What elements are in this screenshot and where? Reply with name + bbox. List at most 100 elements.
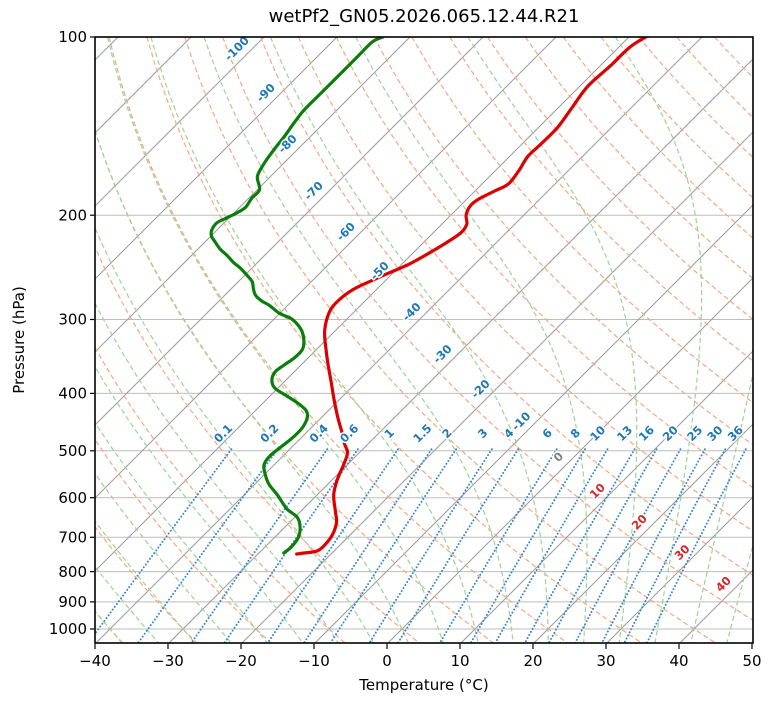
y-tick-label: 100 — [58, 28, 87, 46]
isotherm-line — [95, 37, 265, 207]
y-tick-label: 600 — [58, 489, 87, 507]
mixing-ratio-label: 30 — [704, 423, 725, 444]
isotherm-line — [168, 58, 753, 643]
dry-adiabat-line — [184, 37, 717, 643]
mixing-ratio-line — [302, 448, 433, 643]
mixing-ratio-line — [438, 448, 558, 643]
mixing-ratio-line — [547, 448, 658, 643]
mixing-ratio-label: 0.4 — [307, 421, 331, 445]
moist-adiabat-line — [150, 37, 479, 643]
mixing-ratio-lines — [95, 448, 747, 643]
dry-adiabats — [95, 37, 753, 643]
mixing-ratio-label: 0.2 — [257, 421, 281, 445]
x-tick-label: 10 — [450, 652, 469, 670]
isotherm-label: -20 — [468, 377, 493, 402]
isotherm-line — [314, 204, 753, 643]
dry-adiabat-line — [411, 37, 753, 404]
dry-adiabat-line — [373, 37, 753, 446]
x-tick-label: −30 — [152, 652, 184, 670]
isotherm-label: 10 — [587, 480, 608, 501]
pressure-gridlines — [95, 37, 753, 630]
x-tick-label: −20 — [225, 652, 257, 670]
mixing-ratio-line — [95, 448, 233, 636]
mixing-ratio-label: 13 — [614, 423, 635, 444]
temperature-curve — [295, 37, 648, 556]
mixing-ratio-line — [223, 448, 359, 643]
dry-adiabat-line — [487, 37, 753, 321]
dry-adiabat-line — [146, 37, 643, 643]
isotherm-label: -80 — [275, 132, 300, 157]
dewpoint-curve — [209, 37, 385, 555]
moist-adiabat-line — [95, 520, 196, 643]
moist-adiabat-line — [203, 37, 514, 643]
moist-adiabat-line — [690, 370, 753, 643]
dry-adiabat-line — [95, 526, 198, 643]
x-axis-label: Temperature (°C) — [359, 676, 489, 694]
moist-adiabat-line — [726, 543, 753, 643]
dry-adiabat-line — [449, 37, 753, 362]
isotherm-line — [752, 642, 753, 643]
moist-adiabat-line — [95, 302, 339, 643]
isotherm-line — [95, 37, 411, 353]
isotherm-label: -10 — [509, 409, 534, 434]
isotherm-label: -70 — [301, 178, 326, 203]
moist-adiabat-line — [269, 37, 549, 643]
mixing-ratio-label: 2 — [439, 426, 455, 442]
mixing-ratio-line — [137, 448, 279, 643]
dry-adiabat-line — [714, 37, 753, 79]
dry-adiabat-line — [524, 37, 753, 280]
mixing-ratio-line — [266, 448, 400, 643]
mixing-ratio-label: 6 — [539, 426, 555, 442]
y-tick-label: 400 — [58, 385, 87, 403]
moist-adiabat-line — [95, 226, 374, 643]
mixing-ratio-line — [469, 448, 586, 643]
moist-adiabat-line — [355, 37, 588, 643]
isotherm-line — [95, 37, 557, 499]
x-tick-label: 30 — [596, 652, 615, 670]
y-tick-label: 500 — [58, 442, 87, 460]
x-tick-label: −40 — [79, 652, 111, 670]
isotherm-label: 40 — [713, 573, 734, 594]
dry-adiabat-line — [752, 37, 753, 39]
y-tick-label: 200 — [58, 206, 87, 224]
plot-area: -100-90-80-70-60-50-40-30-20-10010203040… — [95, 33, 753, 643]
mixing-ratio-line — [190, 448, 329, 643]
moist-adiabat-line — [107, 37, 444, 643]
moist-adiabat-line — [95, 128, 409, 643]
mixing-ratio-line — [494, 448, 609, 643]
moist-adiabat-line — [95, 421, 268, 643]
isotherm-label: 0 — [551, 449, 567, 465]
mixing-ratio-line — [368, 448, 493, 643]
isotherm-line — [95, 37, 703, 643]
mixing-ratio-label: 3 — [475, 426, 491, 442]
dry-adiabat-line — [335, 37, 753, 489]
x-tick-label: 50 — [742, 652, 761, 670]
isotherm-line — [606, 496, 753, 643]
isotherm-label: -30 — [430, 342, 455, 367]
mixing-ratio-line — [601, 448, 706, 643]
isotherm-label: -60 — [333, 219, 358, 244]
isotherm-label: -40 — [399, 300, 424, 325]
isotherm-label: -90 — [253, 80, 278, 105]
moist-adiabat-line — [614, 37, 703, 643]
plot-frame — [94, 36, 754, 644]
isotherm-label: -100 — [222, 33, 252, 63]
dry-adiabat-line — [108, 37, 568, 643]
moist-adiabat-line — [95, 365, 304, 643]
mixing-ratio-line — [623, 448, 727, 643]
mixing-ratio-label: 1.5 — [410, 421, 434, 445]
x-tick-label: 0 — [382, 652, 392, 670]
isotherm-line — [241, 131, 753, 643]
x-tick-label: −10 — [298, 652, 330, 670]
dry-adiabat-line — [260, 37, 753, 576]
axis-ticks — [90, 36, 753, 649]
mixing-ratio-line — [574, 448, 682, 643]
y-tick-label: 700 — [58, 529, 87, 547]
dry-adiabat-line — [95, 128, 494, 643]
isotherm-line — [460, 350, 753, 643]
mixing-ratio-label: 8 — [567, 426, 583, 442]
chart-title: wetPf2_GN05.2026.065.12.44.R21 — [268, 6, 580, 27]
dry-adiabat-line — [638, 37, 753, 159]
